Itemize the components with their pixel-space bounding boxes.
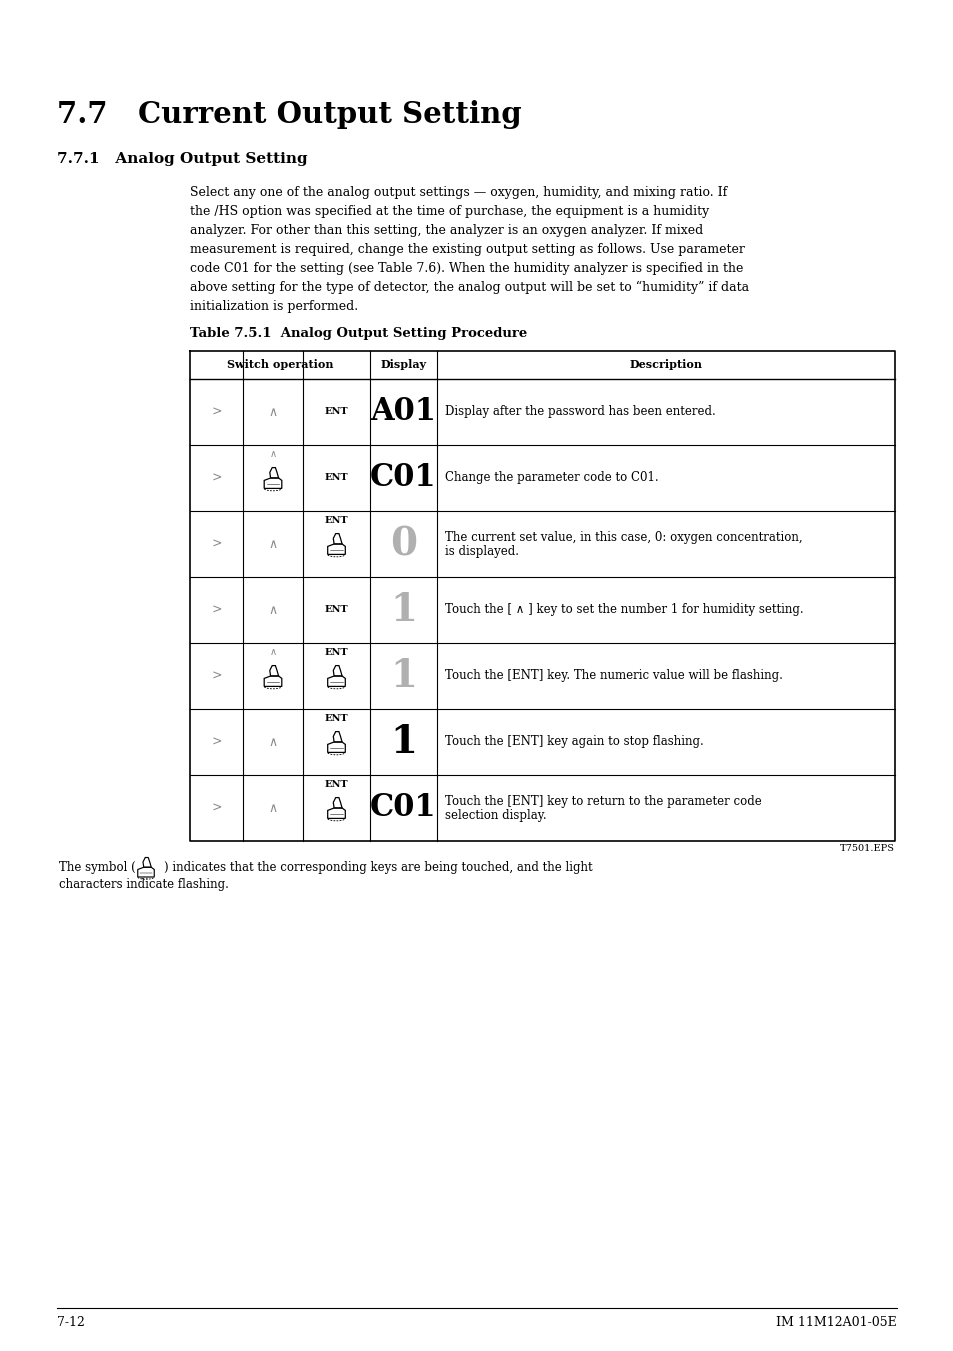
Text: Table 7.5.1  Analog Output Setting Procedure: Table 7.5.1 Analog Output Setting Proced…	[190, 327, 527, 340]
Text: Switch operation: Switch operation	[227, 359, 333, 370]
Text: ) indicates that the corresponding keys are being touched, and the light: ) indicates that the corresponding keys …	[164, 861, 592, 874]
Text: measurement is required, change the existing output setting as follows. Use para: measurement is required, change the exis…	[190, 243, 744, 255]
Text: >: >	[211, 670, 221, 682]
Text: ENT: ENT	[324, 605, 348, 615]
Text: >: >	[211, 735, 221, 748]
Text: ∧: ∧	[268, 604, 277, 616]
Text: Display: Display	[380, 359, 426, 370]
Text: 7.7.1   Analog Output Setting: 7.7.1 Analog Output Setting	[57, 153, 307, 166]
Text: The current set value, in this case, 0: oxygen concentration,: The current set value, in this case, 0: …	[444, 531, 801, 543]
Text: characters indicate flashing.: characters indicate flashing.	[59, 878, 229, 892]
Text: ∧: ∧	[268, 538, 277, 550]
Text: 7-12: 7-12	[57, 1316, 85, 1329]
Text: C01: C01	[370, 793, 436, 824]
Text: 1: 1	[390, 590, 416, 630]
Text: >: >	[211, 405, 221, 419]
Text: Display after the password has been entered.: Display after the password has been ente…	[444, 405, 715, 419]
Text: >: >	[211, 604, 221, 616]
Text: Touch the [ENT] key again to stop flashing.: Touch the [ENT] key again to stop flashi…	[444, 735, 703, 748]
Text: selection display.: selection display.	[444, 808, 546, 821]
Text: 1: 1	[390, 723, 416, 761]
Text: >: >	[211, 538, 221, 550]
Text: ENT: ENT	[324, 408, 348, 416]
Text: ENT: ENT	[324, 713, 348, 723]
Text: Touch the [ENT] key. The numeric value will be flashing.: Touch the [ENT] key. The numeric value w…	[444, 670, 782, 682]
Text: ∧: ∧	[269, 450, 276, 459]
Text: 0: 0	[390, 526, 416, 563]
Text: is displayed.: is displayed.	[444, 544, 518, 558]
Text: 1: 1	[390, 657, 416, 694]
Text: ENT: ENT	[324, 780, 348, 789]
Text: The symbol (: The symbol (	[59, 861, 135, 874]
Text: the /HS option was specified at the time of purchase, the equipment is a humidit: the /HS option was specified at the time…	[190, 205, 708, 218]
Text: ∧: ∧	[268, 735, 277, 748]
Text: 7.7   Current Output Setting: 7.7 Current Output Setting	[57, 100, 521, 128]
Text: code C01 for the setting (see Table 7.6). When the humidity analyzer is specifie: code C01 for the setting (see Table 7.6)…	[190, 262, 742, 276]
Text: ∧: ∧	[268, 801, 277, 815]
Text: IM 11M12A01-05E: IM 11M12A01-05E	[776, 1316, 896, 1329]
Text: Change the parameter code to C01.: Change the parameter code to C01.	[444, 471, 658, 485]
Text: Touch the [ ∧ ] key to set the number 1 for humidity setting.: Touch the [ ∧ ] key to set the number 1 …	[444, 604, 802, 616]
Text: ENT: ENT	[324, 516, 348, 526]
Text: A01: A01	[370, 396, 436, 427]
Text: initialization is performed.: initialization is performed.	[190, 300, 357, 313]
Text: ENT: ENT	[324, 473, 348, 482]
Text: >: >	[211, 801, 221, 815]
Text: ENT: ENT	[324, 648, 348, 657]
Text: Select any one of the analog output settings — oxygen, humidity, and mixing rati: Select any one of the analog output sett…	[190, 186, 726, 199]
Text: analyzer. For other than this setting, the analyzer is an oxygen analyzer. If mi: analyzer. For other than this setting, t…	[190, 224, 702, 236]
Text: C01: C01	[370, 462, 436, 493]
Text: above setting for the type of detector, the analog output will be set to “humidi: above setting for the type of detector, …	[190, 281, 748, 295]
Text: >: >	[211, 471, 221, 485]
Text: Touch the [ENT] key to return to the parameter code: Touch the [ENT] key to return to the par…	[444, 794, 760, 808]
Text: ∧: ∧	[269, 648, 276, 657]
Text: Description: Description	[629, 359, 701, 370]
Text: T7501.EPS: T7501.EPS	[840, 844, 894, 852]
Text: ∧: ∧	[268, 405, 277, 419]
